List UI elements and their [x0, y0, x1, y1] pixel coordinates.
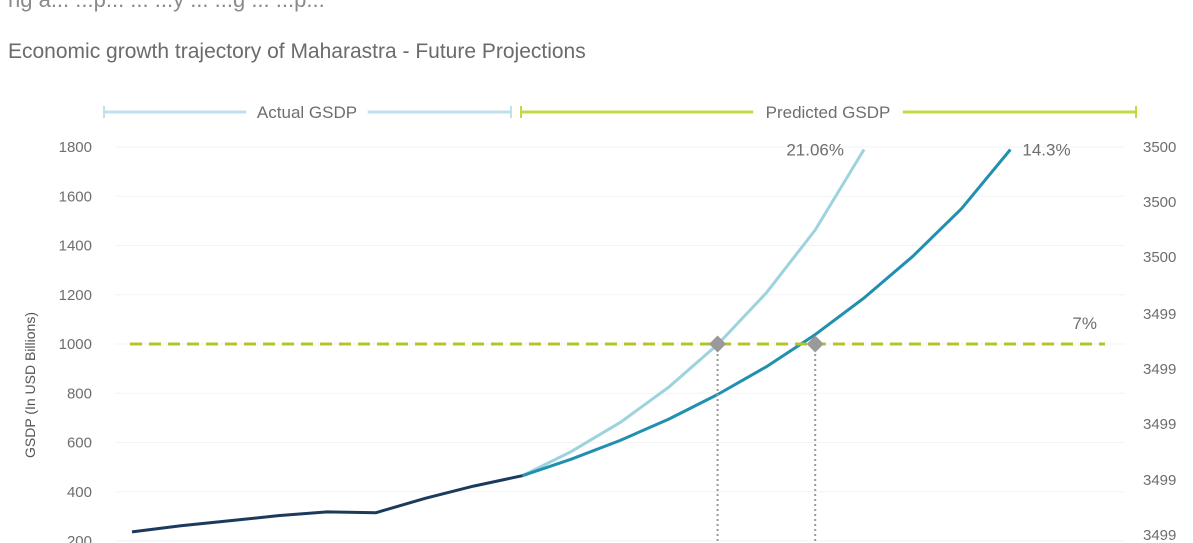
y2-tick-label: 3499 [1143, 472, 1176, 489]
y2-tick-label: 3500 [1143, 194, 1176, 211]
gridlines [115, 146, 1125, 542]
truncated-header-text: ng a... ...p... ... ...y ... ...g ... ..… [8, 0, 325, 13]
y-tick-label: 800 [67, 385, 92, 402]
y2-tick-label: 3499 [1143, 416, 1176, 433]
y2-tick-label: 3499 [1143, 306, 1176, 323]
threshold-and-markers: 7% [130, 314, 1105, 543]
secondary-y-axis-ticks: 3500 3500 3500 3499 3499 3499 3499 3499 [1143, 139, 1176, 543]
y-tick-label: 1400 [59, 238, 92, 255]
band-label: Actual GSDP [257, 103, 357, 122]
y-tick-label: 200 [67, 533, 92, 543]
projection-rate-label: 14.3% [1022, 140, 1070, 159]
y2-tick-label: 3500 [1143, 249, 1176, 266]
y-tick-label: 400 [67, 484, 92, 501]
y-tick-label: 1000 [59, 336, 92, 353]
actual-line [131, 474, 523, 534]
crossing-marker [806, 335, 824, 353]
y2-tick-label: 3499 [1143, 527, 1176, 543]
y2-tick-label: 3499 [1143, 361, 1176, 378]
y2-tick-label: 3500 [1143, 139, 1176, 156]
threshold-label: 7% [1072, 314, 1097, 333]
y-axis-label: GSDP (In USD Billions) [22, 312, 38, 458]
y-tick-label: 1600 [59, 188, 92, 205]
crossing-marker [709, 335, 727, 353]
chart-title: Economic growth trajectory of Maharastra… [8, 40, 586, 63]
y-tick-label: 1800 [59, 139, 92, 156]
series-lines: 21.06% 14.3% [131, 140, 1071, 534]
y-tick-label: 1200 [59, 287, 92, 304]
band-label: Predicted GSDP [766, 103, 891, 122]
y-axis-ticks: 1800 1600 1400 1200 1000 800 600 400 200 [59, 139, 92, 543]
period-bands: Actual GSDP Predicted GSDP [103, 103, 1137, 122]
projection-line [521, 148, 866, 478]
y-tick-label: 600 [67, 435, 92, 452]
projection-line [521, 148, 1012, 478]
projection-rate-label: 21.06% [786, 140, 844, 159]
